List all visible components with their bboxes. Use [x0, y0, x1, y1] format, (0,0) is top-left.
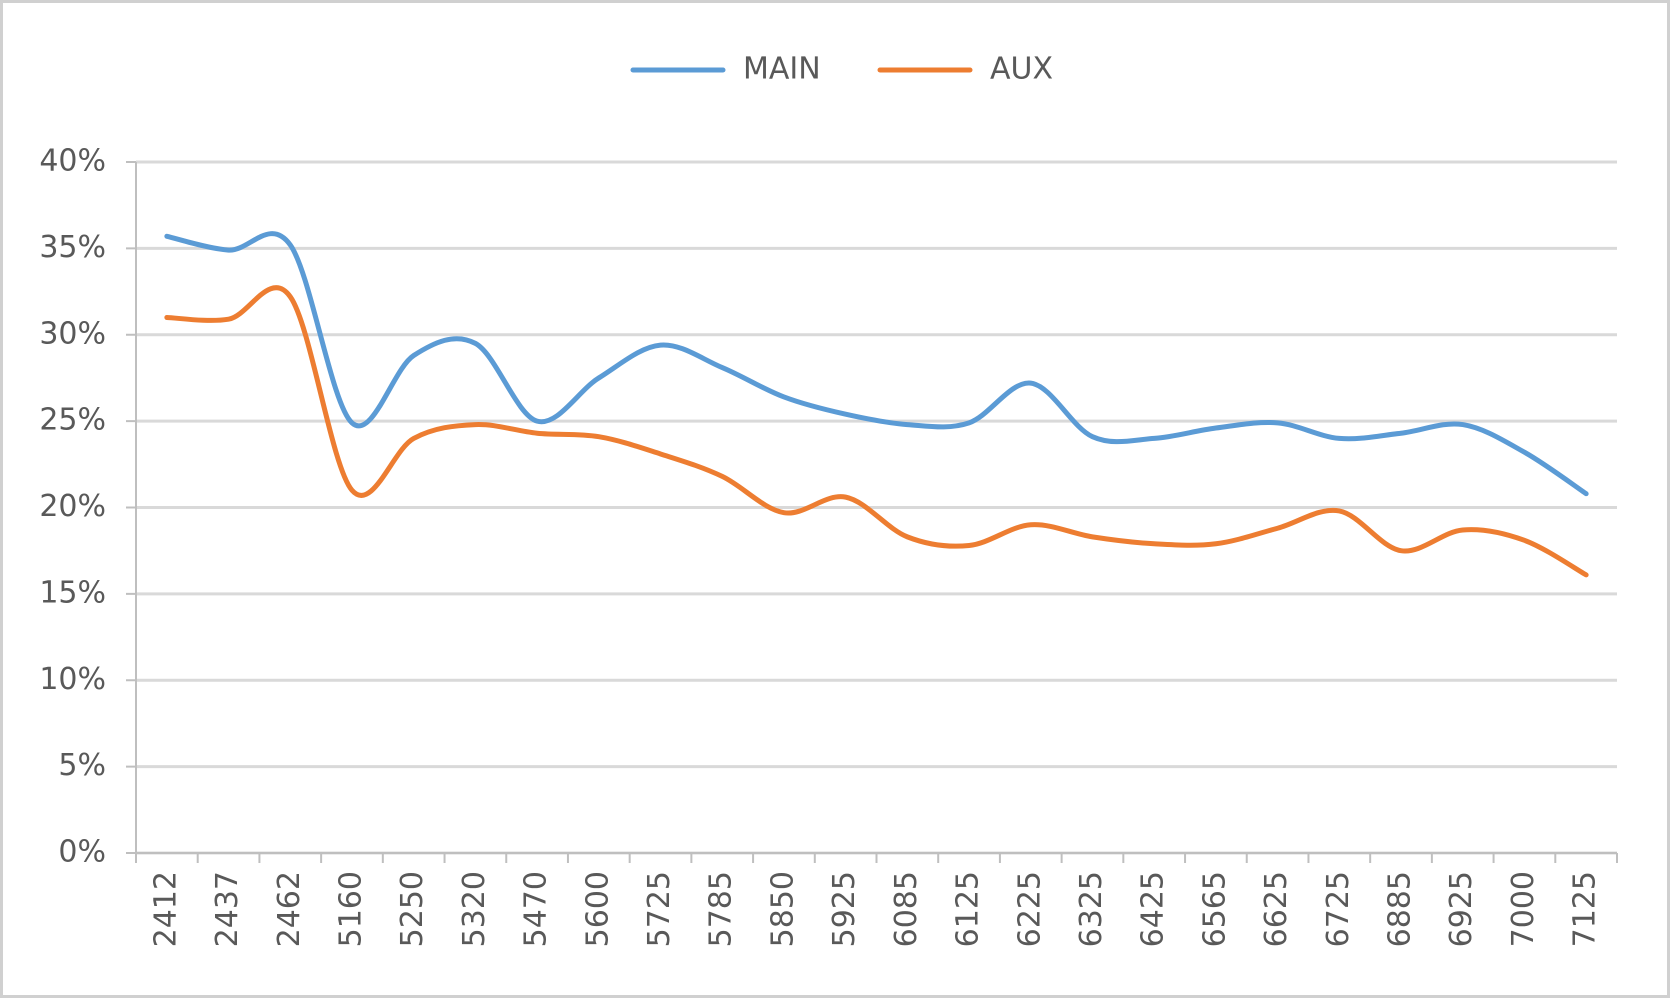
- y-tick-label: 40%: [39, 144, 106, 179]
- x-tick-label: 5320: [457, 871, 492, 947]
- x-tick-label: 6885: [1383, 871, 1418, 947]
- legend-label: AUX: [990, 52, 1053, 87]
- x-tick-label: 7125: [1568, 871, 1603, 947]
- y-tick-label: 0%: [58, 835, 106, 870]
- x-tick-label: 5250: [395, 871, 430, 947]
- y-tick-label: 35%: [39, 230, 106, 265]
- y-tick-label: 25%: [39, 403, 106, 438]
- x-tick-label: 2437: [210, 871, 245, 947]
- series-line: [164, 285, 1589, 578]
- y-tick-label: 30%: [39, 316, 106, 351]
- x-tick-label: 6925: [1444, 871, 1479, 947]
- x-tick-label: 6425: [1136, 871, 1171, 947]
- x-tick-label: 2412: [148, 871, 183, 947]
- x-tick-label: 5600: [580, 871, 615, 947]
- x-tick-label: 5925: [827, 871, 862, 947]
- x-tick-label: 5160: [333, 871, 368, 947]
- x-tick-label: 6565: [1197, 871, 1232, 947]
- y-tick-label: 15%: [39, 575, 106, 610]
- y-tick-label: 20%: [39, 489, 106, 524]
- x-tick-label: 7000: [1506, 871, 1541, 947]
- x-tick-label: 6125: [951, 871, 986, 947]
- x-tick-label: 5725: [642, 871, 677, 947]
- x-tick-label: 5785: [704, 871, 739, 947]
- x-tick-label: 2462: [272, 871, 307, 947]
- y-tick-label: 10%: [39, 662, 106, 697]
- x-tick-label: 6325: [1074, 871, 1109, 947]
- legend-label: MAIN: [743, 52, 821, 87]
- y-tick-label: 5%: [58, 748, 106, 783]
- x-tick-label: 6085: [889, 871, 924, 947]
- series-line: [164, 231, 1589, 497]
- x-tick-label: 5850: [765, 871, 800, 947]
- x-tick-label: 6725: [1321, 871, 1356, 947]
- x-tick-label: 6225: [1012, 871, 1047, 947]
- x-tick-label: 5470: [519, 871, 554, 947]
- x-tick-label: 6625: [1259, 871, 1294, 947]
